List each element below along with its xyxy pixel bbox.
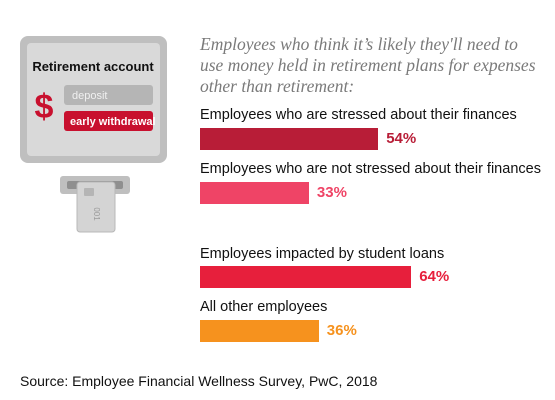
- deposit-button[interactable]: [64, 85, 153, 105]
- dollar-sign-icon: $: [35, 88, 54, 126]
- source-note: Source: Employee Financial Wellness Surv…: [20, 373, 378, 389]
- card-number: 001: [92, 207, 101, 221]
- bar-stressed: [200, 128, 379, 150]
- atm-illustration: Retirement account $ deposit early withd…: [20, 36, 167, 233]
- bar-student-loans: [200, 266, 412, 288]
- category-label: Employees who are stressed about their f…: [200, 107, 517, 123]
- value-label: 36%: [326, 322, 357, 339]
- bank-card-icon: 001: [76, 181, 116, 233]
- value-label: 54%: [386, 130, 417, 147]
- value-label: 33%: [316, 184, 347, 201]
- bar-all-other: [200, 320, 319, 342]
- chart-title: Employees who think it’s likely they'll …: [200, 34, 536, 96]
- deposit-button-label: deposit: [72, 90, 107, 102]
- early-withdrawal-button-label: early withdrawal: [70, 116, 156, 128]
- panel-title: Retirement account: [32, 59, 154, 74]
- bar-not-stressed: [200, 182, 309, 204]
- category-label: Employees who are not stressed about the…: [200, 161, 541, 177]
- early-withdrawal-button[interactable]: [64, 111, 153, 131]
- category-label: All other employees: [200, 299, 328, 315]
- category-label: Employees impacted by student loans: [200, 246, 445, 262]
- value-label: 64%: [419, 268, 450, 285]
